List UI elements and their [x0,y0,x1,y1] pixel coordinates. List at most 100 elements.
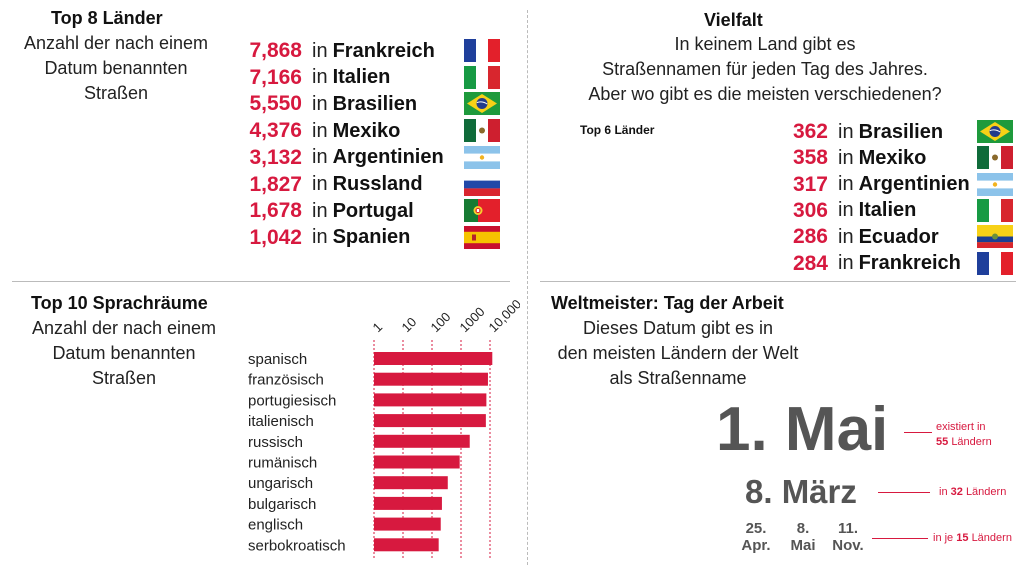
top8-subtitle: Anzahl der nach einem Datum benannten St… [23,33,209,103]
top8-title: Top 8 Länder [51,8,163,28]
flag-italy-icon [464,65,500,89]
top8-in-word: in [312,173,328,195]
top8-row: 7,868 in Frankreich [226,38,435,64]
leader-line-second [878,492,930,493]
category-label: spanisch [248,351,307,368]
flag-russia-icon [464,172,500,196]
vielfalt-country: Mexiko [858,146,927,169]
sprachraeume-title: Top 10 Sprachräume [31,293,208,313]
top8-in-word: in [312,39,328,62]
tick-label: 1000 [457,304,488,335]
top8-in-word: in [312,146,328,169]
top8-value: 7,868 [249,39,302,62]
note-first: existiert in 55 Ländern [936,421,992,448]
vielfalt-row: 286 in Ecuador [752,224,939,250]
top8-value: 3,132 [249,145,302,169]
flag-argentina-icon [464,145,500,169]
vielfalt-value: 306 [792,198,828,222]
top8-value: 7,166 [249,65,302,89]
bar [374,352,493,365]
top8-in-word: in [312,92,328,115]
top8-country: Argentinien [332,146,444,169]
date-first: 1. Mai [716,395,889,464]
top6-label: Top 6 Länder [580,123,655,137]
flag-ecuador-icon [977,225,1013,249]
vielfalt-value: 317 [792,172,828,196]
vielfalt-country: Argentinien [858,173,970,196]
category-label: portugiesisch [248,392,336,409]
flag-mexico-icon [977,146,1013,170]
category-label: französisch [248,372,324,389]
vielfalt-country: Frankreich [858,252,961,274]
bar [374,372,488,386]
flag-france-icon [464,39,500,62]
bar [374,496,442,510]
vielfalt-value: 286 [792,225,828,249]
flag-italy-icon [977,198,1013,222]
flag-france-icon [977,251,1013,275]
flag-spain-icon [464,225,500,249]
top8-in-word: in [312,226,328,249]
vielfalt-row: 306 in Italien [752,198,916,224]
category-label: ungarisch [248,475,313,492]
vielfalt-title: Vielfalt [704,10,763,30]
top8-row: 7,166 in Italien [226,65,390,91]
top8-value: 5,550 [249,92,302,116]
top8-country: Mexiko [332,119,401,142]
date-third-3: 11. Nov. [832,520,864,554]
top8-in-word: in [312,119,328,142]
vielfalt-country: Italien [858,199,917,222]
top8-in-word: in [312,66,328,89]
vielfalt-in-word: in [838,146,854,169]
vielfalt-value: 358 [792,146,828,170]
vielfalt-row: 362 in Brasilien [752,119,943,145]
top8-country: Frankreich [332,39,435,62]
vielfalt-value: 362 [792,120,828,143]
note-third: in je 15 Ländern [933,532,1012,544]
vielfalt-row: 284 in Frankreich [752,251,961,277]
tick-label: 1 [370,319,386,335]
flag-brazil-icon [464,92,500,116]
bar [374,517,441,531]
top8-value: 1,827 [249,172,302,196]
top8-row: 1,678 in Portugal [226,198,413,224]
weltmeister-title: Weltmeister: Tag der Arbeit [551,293,784,313]
vielfalt-in-word: in [838,173,854,196]
top8-value: 4,376 [249,119,302,143]
category-label: serbokroatisch [248,537,346,554]
date-second: 8. März [745,473,857,510]
flag-argentina-icon [977,172,1013,196]
category-label: italienisch [248,413,314,430]
top8-country: Brasilien [332,92,418,115]
vielfalt-value: 284 [792,251,828,275]
top8-row: 1,042 in Spanien [226,225,410,251]
bar [374,393,487,407]
bar [374,476,448,490]
vielfalt-in-word: in [838,225,854,248]
note-second: in 32 Ländern [939,486,1007,498]
vielfalt-row: 358 in Mexiko [752,145,926,171]
flag-portugal-icon [464,199,500,223]
vielfalt-subtitle: In keinem Land gibt es Straßennamen für … [588,34,942,104]
flag-mexico-icon [464,119,500,143]
top8-value: 1,678 [249,199,302,223]
top8-row: 3,132 in Argentinien [226,145,444,171]
category-label: bulgarisch [248,496,316,513]
vertical-divider [527,10,528,565]
weltmeister-subtitle: Dieses Datum gibt es in den meisten Länd… [557,318,799,388]
vielfalt-row: 317 in Argentinien [752,172,970,198]
sprachraeume-subtitle: Anzahl der nach einem Datum benannten St… [31,318,217,388]
bar [374,538,439,552]
date-third-2: 8. Mai [790,520,816,554]
category-label: rumänisch [248,455,317,472]
horizontal-divider-right [540,281,1016,282]
top8-value: 1,042 [249,225,302,249]
top8-row: 4,376 in Mexiko [226,118,400,144]
bar [374,414,486,428]
vielfalt-country: Ecuador [858,225,939,248]
top8-country: Italien [332,66,391,89]
tick-label: 100 [428,309,454,335]
top8-row: 5,550 in Brasilien [226,91,417,117]
horizontal-divider-left [12,281,510,282]
